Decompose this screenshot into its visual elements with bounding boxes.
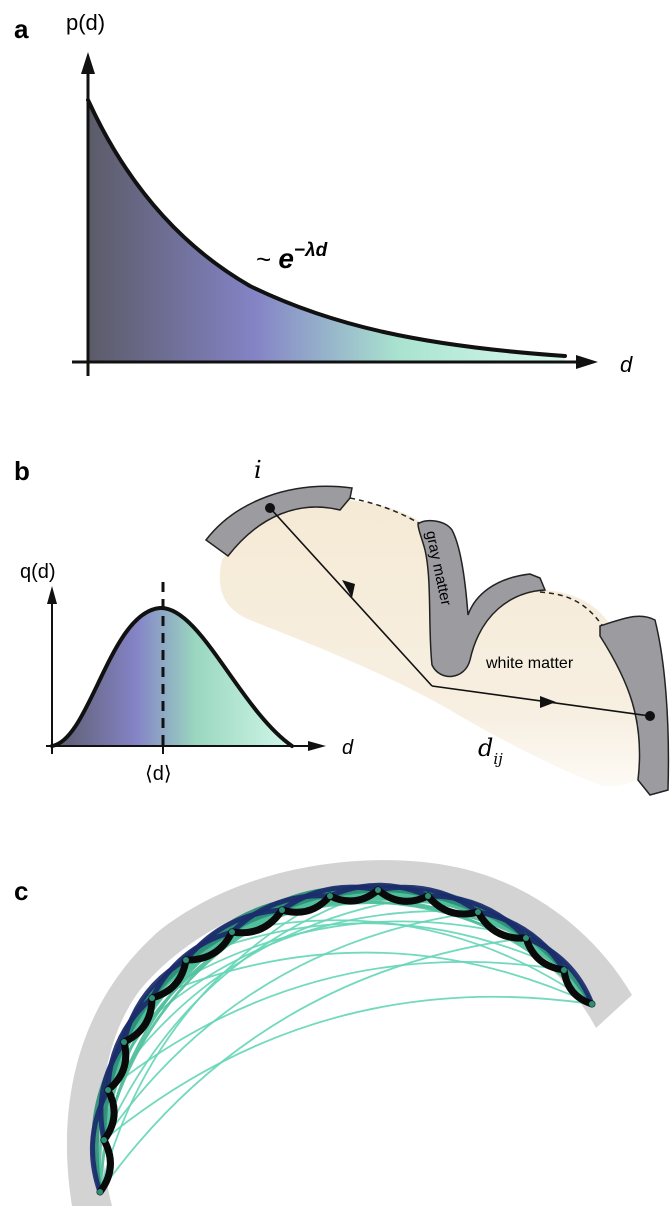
- distance-symbol: d: [478, 734, 493, 762]
- node-i: [265, 503, 275, 513]
- formula-exponent: −λd: [294, 240, 328, 261]
- x-axis-label: d: [620, 352, 633, 377]
- connection-arc: [477, 909, 567, 972]
- cortical-scallop: [100, 1086, 118, 1144]
- cortical-scallop: [424, 892, 482, 918]
- distance-label: dij: [478, 734, 503, 768]
- path-arrow-1: [342, 580, 355, 598]
- panel-c: c: [14, 860, 633, 1206]
- node-j: [645, 711, 655, 721]
- cortical-scallop: [148, 956, 190, 1002]
- network-node: [97, 1189, 103, 1195]
- network-node: [105, 1087, 111, 1093]
- white-matter-label: white matter: [485, 655, 574, 672]
- network-node: [375, 887, 381, 893]
- cortical-scallop: [326, 886, 382, 905]
- cortical-scallop: [522, 934, 568, 974]
- connection-arc: [230, 893, 331, 934]
- y-axis-label: p(d): [66, 10, 105, 35]
- dashed-boundary-right: [539, 591, 605, 629]
- connection-arc: [149, 929, 233, 1000]
- formula: ~ e−λd: [256, 240, 328, 274]
- connection-arc: [105, 996, 154, 1091]
- node-i-label: i: [254, 456, 262, 484]
- panel-c-label: c: [14, 876, 28, 906]
- bell-x-axis-arrow: [308, 741, 326, 751]
- bell-curve: [50, 605, 294, 748]
- network-node: [425, 893, 431, 899]
- connection-arc: [377, 884, 480, 915]
- cortical-scallop: [104, 1038, 130, 1094]
- cortical-nodes: [97, 887, 595, 1195]
- exponential-area: [88, 100, 565, 362]
- mean-label: ⟨d⟩: [145, 763, 172, 785]
- panel-b: b q(d) d ⟨d⟩ gray matter white matter: [14, 456, 670, 796]
- network-node: [523, 935, 529, 941]
- cortical-scallop: [474, 908, 530, 942]
- gray-matter-strip-right: [599, 615, 670, 796]
- connection-arc: [103, 889, 379, 1141]
- connection-arc: [184, 907, 283, 962]
- connection-arc: [231, 919, 593, 1005]
- connection-arc: [185, 922, 565, 971]
- cortical-scallop: [560, 966, 596, 1008]
- bell-area: [52, 607, 292, 746]
- network-node: [183, 957, 189, 963]
- network-node: [327, 893, 333, 899]
- cortical-scallop: [182, 928, 236, 964]
- formula-base: e: [278, 243, 294, 274]
- formula-prefix: ~: [256, 244, 278, 274]
- cortical-scallop: [374, 886, 432, 905]
- connection-arc: [107, 961, 565, 1091]
- panel-b-label: b: [14, 456, 30, 486]
- connection-arc: [123, 910, 479, 1043]
- network-node: [121, 1039, 127, 1045]
- connection-arc: [427, 893, 528, 940]
- y-axis-arrow: [81, 52, 95, 74]
- network-node: [229, 929, 235, 935]
- bell-y-axis-label: q(d): [20, 561, 56, 583]
- cortical-scallop: [96, 1136, 114, 1196]
- panel-a-label: a: [14, 14, 29, 44]
- network-node: [101, 1137, 107, 1143]
- cortical-scallop: [228, 906, 286, 937]
- exponential-curve: [86, 98, 567, 358]
- panel-a: a p(d) d ~ e−λd: [14, 10, 633, 377]
- x-axis-arrow: [576, 355, 598, 369]
- network-node: [149, 995, 155, 1001]
- gray-matter-fold: [417, 519, 547, 678]
- path-arrow-2: [540, 696, 556, 708]
- cortical-scallops: [96, 886, 596, 1196]
- distance-subscript: ij: [493, 750, 503, 768]
- connection-arc: [151, 951, 593, 1005]
- connection-arc: [98, 1040, 127, 1141]
- connection-arc: [328, 882, 430, 899]
- network-node: [589, 1001, 595, 1007]
- network-node: [475, 909, 481, 915]
- cortical-scallop: [278, 892, 334, 916]
- connection-arc: [525, 935, 595, 1005]
- network-node: [279, 907, 285, 913]
- connection-arc: [103, 995, 593, 1141]
- bell-x-axis-label: d: [342, 737, 354, 759]
- gray-matter-strip-left: [204, 485, 353, 558]
- cortical-scallop: [120, 994, 156, 1046]
- path-segment-1: [269, 507, 433, 687]
- connection-arc: [103, 911, 479, 1141]
- connection-arc: [99, 937, 527, 1193]
- bell-y-axis-arrow: [47, 586, 57, 604]
- network-node: [561, 967, 567, 973]
